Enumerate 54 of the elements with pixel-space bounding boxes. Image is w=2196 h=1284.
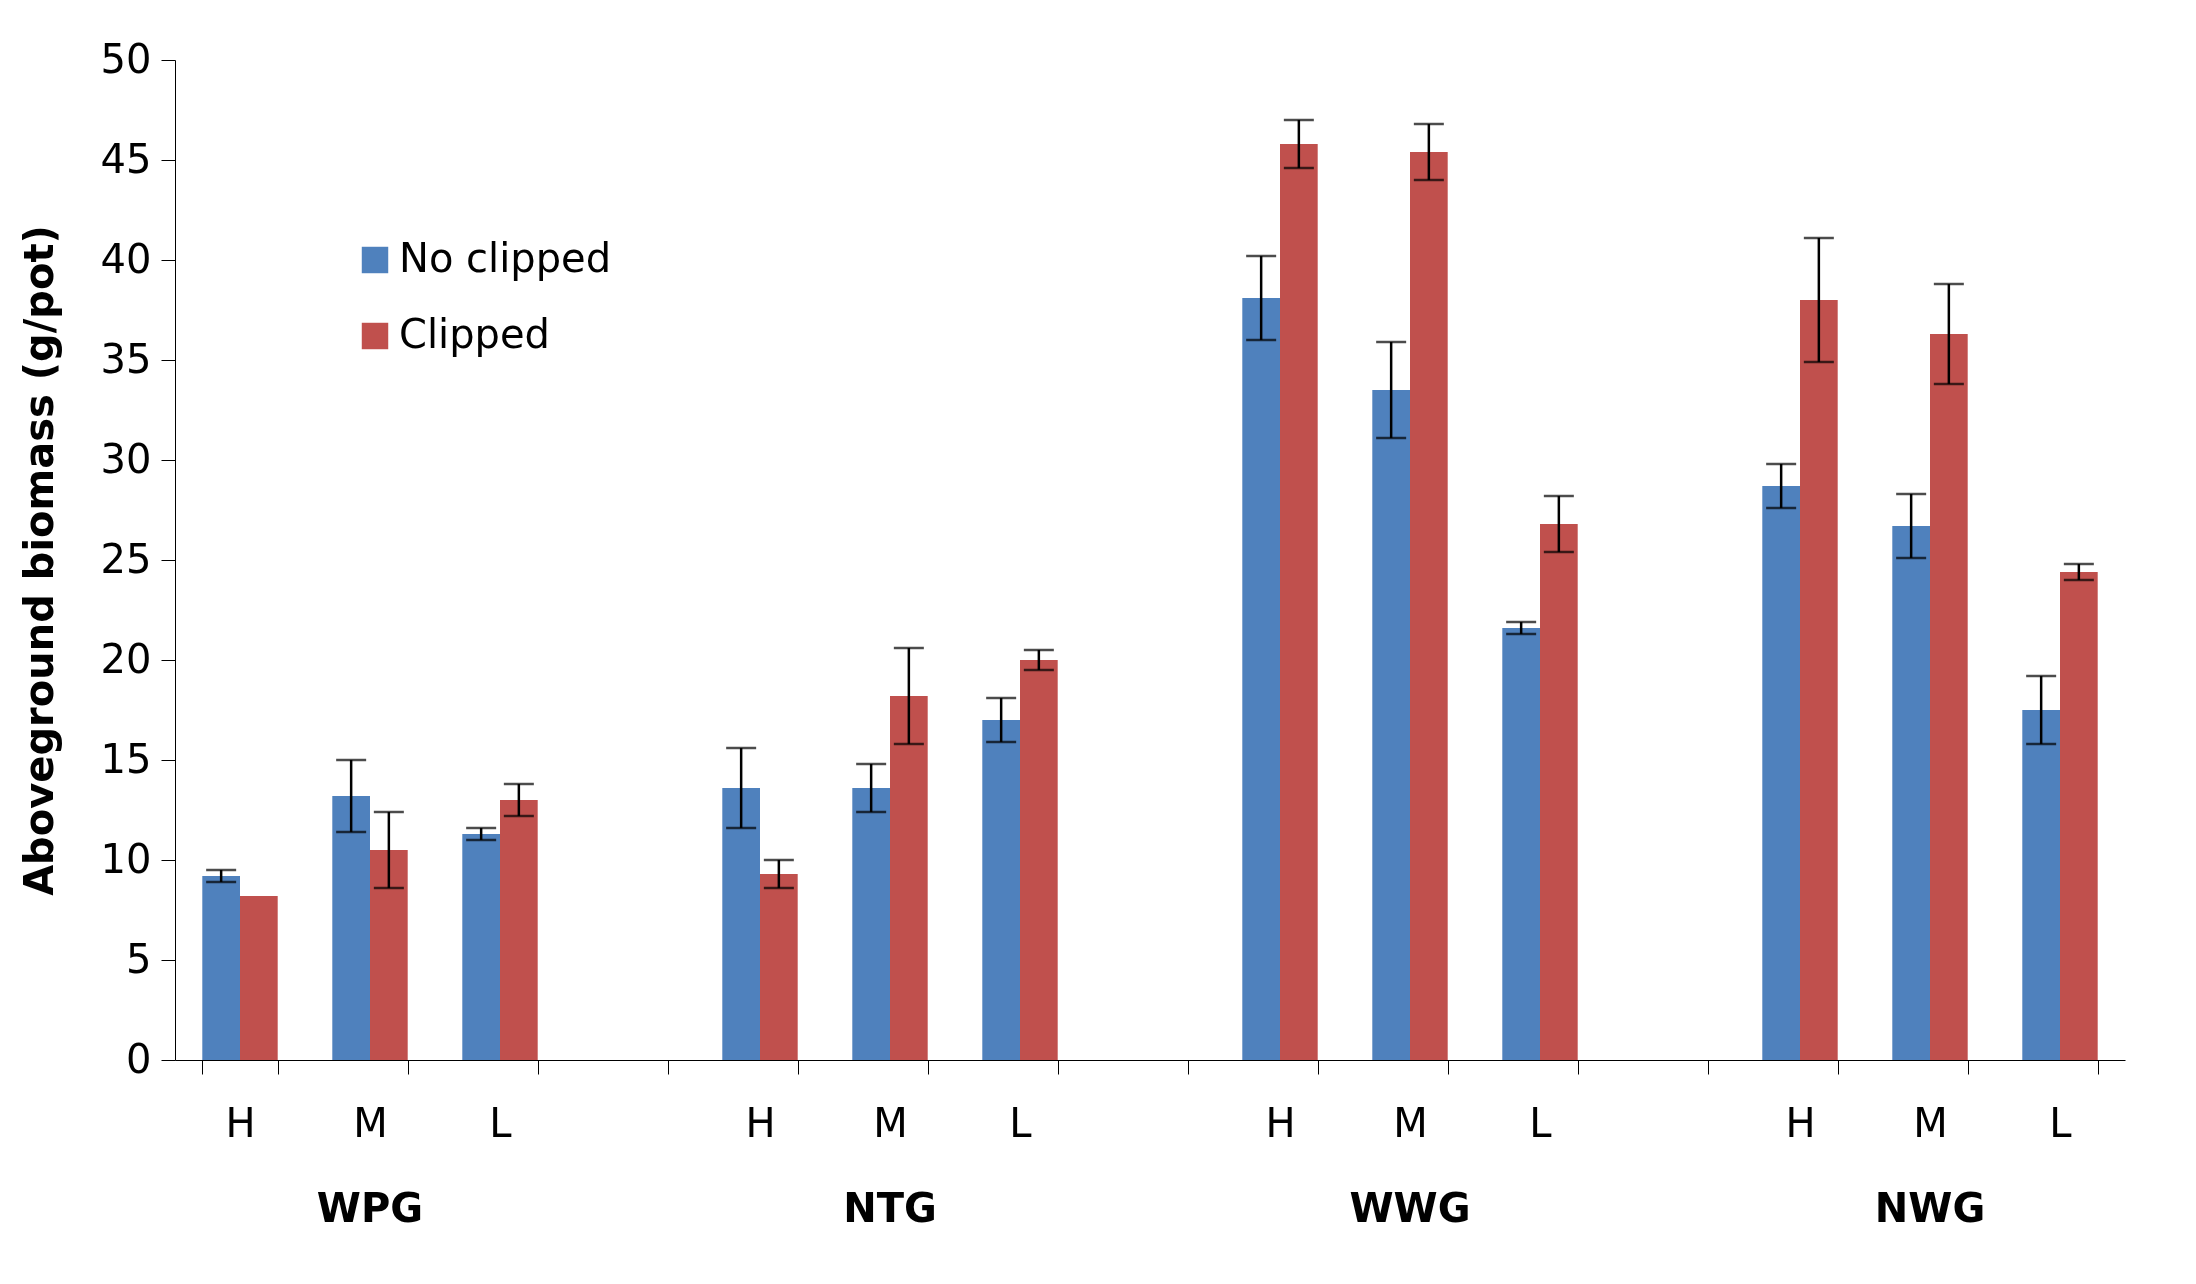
bar [982,720,1020,1060]
y-tick-label: 20 [100,635,152,682]
x-tick-label: H [225,1099,256,1146]
legend-label: No clipped [399,235,612,281]
x-tick-label: H [1785,1099,1816,1146]
y-tick-label: 10 [100,835,152,882]
y-tick-label: 50 [100,35,152,82]
text: NWG [1874,1185,1986,1231]
x-tick-label: H [745,1099,776,1146]
bar [202,876,240,1060]
x-tick-label: M [353,1099,388,1146]
bar [1372,390,1410,1060]
bar [500,800,538,1060]
y-tick-label: 25 [100,535,152,582]
y-tick-label: 5 [126,935,152,982]
y-tick-label: 15 [100,735,152,782]
y-tick-label: 0 [126,1035,152,1082]
bar [1020,660,1058,1060]
bar [1410,152,1448,1060]
bar [722,788,760,1060]
bar [2060,572,2098,1060]
bar [2022,710,2060,1060]
x-tick-label: L [2049,1099,2073,1146]
bar [852,788,890,1060]
x-tick-label: H [1265,1099,1296,1146]
bar [1280,144,1318,1060]
y-tick-label: 40 [100,235,152,282]
bar [1800,300,1838,1060]
x-tick-label: M [1393,1099,1428,1146]
bar [462,834,500,1060]
y-tick-label: 45 [100,135,152,182]
x-tick-label: M [1913,1099,1948,1146]
legend-label: Clipped [399,311,550,357]
text: NTG [843,1185,937,1231]
bar [240,896,278,1060]
bar [760,874,798,1060]
bar [890,696,928,1060]
x-tick-label: L [489,1099,513,1146]
text: WPG [316,1185,424,1231]
y-tick-label: 35 [100,335,152,382]
bar [1930,334,1968,1060]
bar [1892,526,1930,1060]
bar [1242,298,1280,1060]
x-tick-label: L [1529,1099,1553,1146]
bar [332,796,370,1060]
y-tick-label: 30 [100,435,152,482]
bar [1540,524,1578,1060]
x-tick-label: M [873,1099,908,1146]
bar [1502,628,1540,1060]
bar [370,850,408,1060]
text: WWG [1349,1185,1471,1231]
bar [1762,486,1800,1060]
y-axis-title: Aboveground biomass (g/pot) [15,225,62,896]
x-tick-label: L [1009,1099,1033,1146]
